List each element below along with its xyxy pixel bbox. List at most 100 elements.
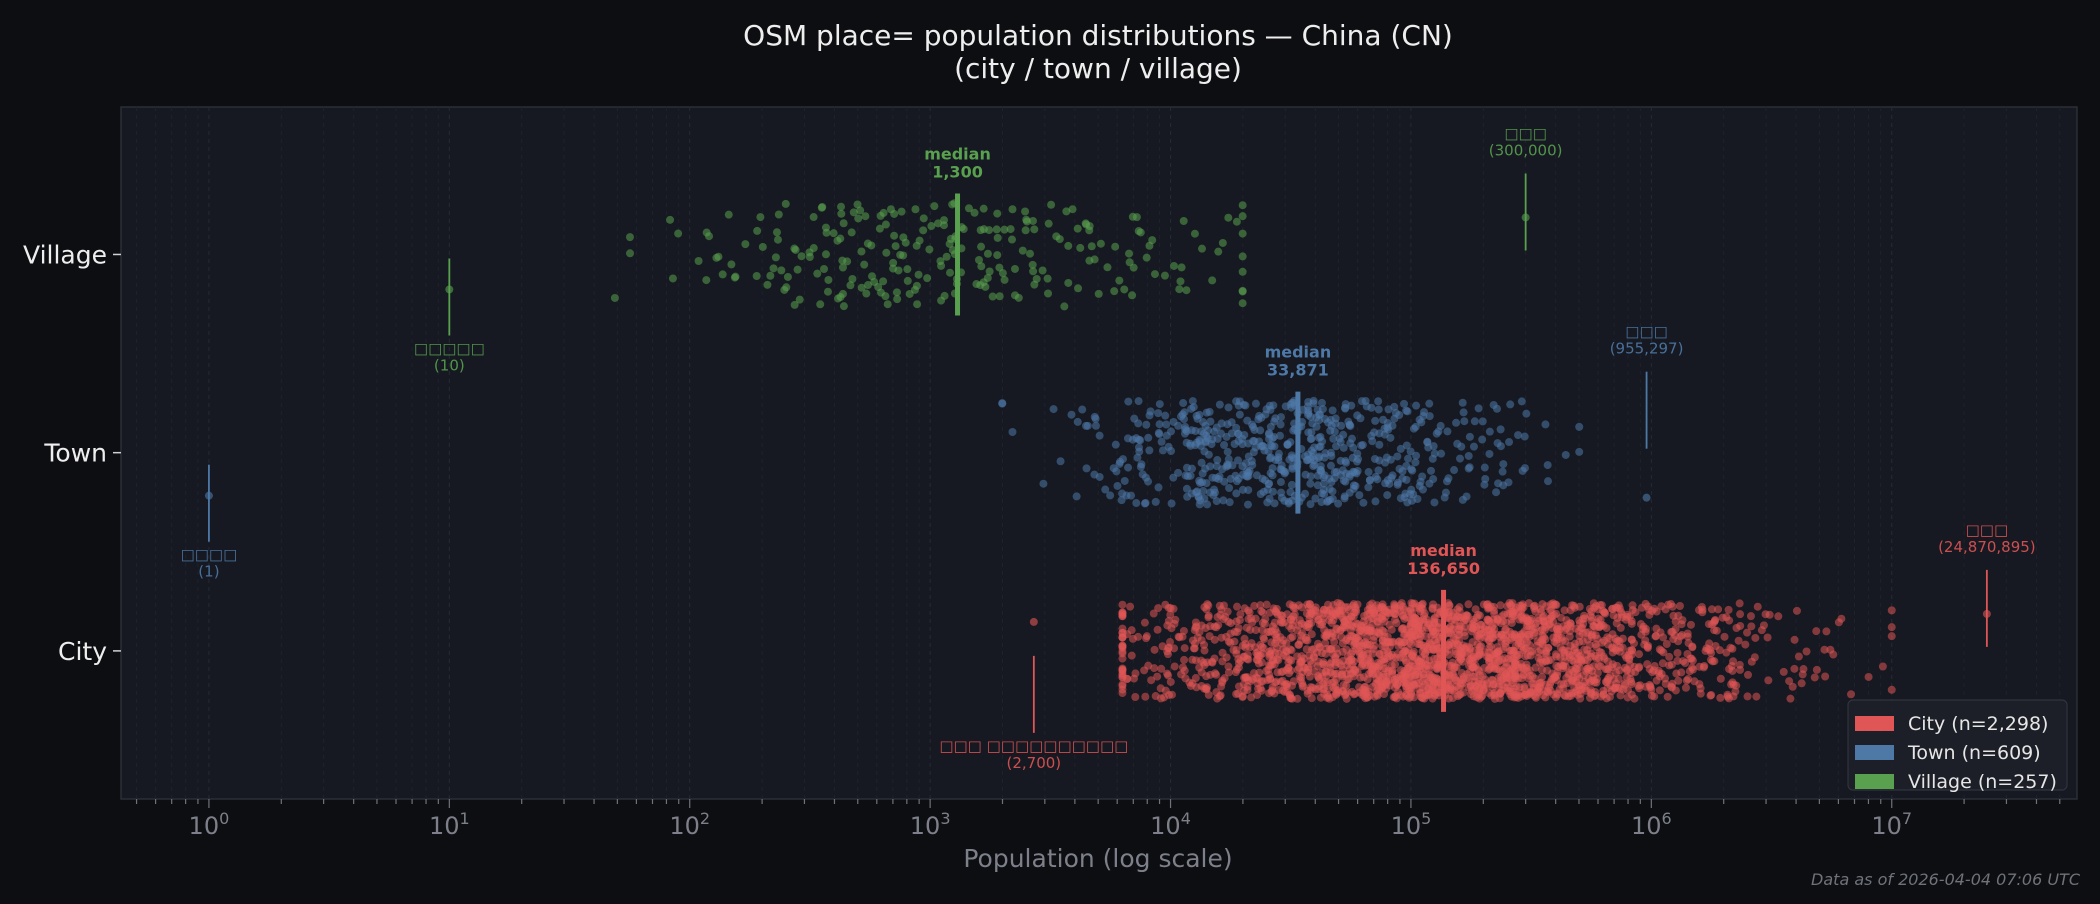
town-point <box>1186 441 1195 450</box>
city-max-point <box>1982 609 1991 618</box>
village-median-value: 1,300 <box>932 162 983 181</box>
village-point <box>883 300 892 309</box>
city-point <box>1704 620 1713 629</box>
city-point <box>1671 624 1680 633</box>
city-point <box>1414 657 1423 666</box>
village-point <box>846 281 855 290</box>
city-point <box>1407 672 1416 681</box>
city-point <box>1490 664 1499 673</box>
village-point <box>1028 260 1037 269</box>
city-point <box>1415 665 1424 674</box>
city-point <box>1445 601 1454 610</box>
y-tick-label: City <box>58 637 107 666</box>
village-point <box>903 276 912 285</box>
city-point <box>1641 625 1650 634</box>
town-point <box>1437 449 1446 458</box>
town-point <box>1339 476 1348 485</box>
village-point <box>914 270 923 279</box>
town-point <box>1244 452 1253 461</box>
village-point <box>724 210 733 219</box>
city-point <box>1707 691 1716 700</box>
village-point <box>915 236 924 245</box>
city-point <box>1212 670 1221 679</box>
city-point <box>1485 654 1494 663</box>
city-point <box>1244 655 1253 664</box>
village-point <box>1169 261 1178 270</box>
city-point <box>1488 683 1497 692</box>
town-point <box>1406 447 1415 456</box>
city-point <box>1149 609 1158 618</box>
town-point <box>1227 429 1236 438</box>
city-point <box>1379 664 1388 673</box>
city-point <box>1418 599 1427 608</box>
town-point <box>1111 440 1120 449</box>
town-point <box>1222 462 1231 471</box>
town-point <box>1145 446 1154 455</box>
town-point <box>1325 485 1334 494</box>
village-point <box>934 219 943 228</box>
town-point <box>1334 499 1343 508</box>
city-point <box>1553 689 1562 698</box>
city-point <box>1647 685 1656 694</box>
village-point <box>1008 235 1017 244</box>
city-point <box>1204 601 1213 610</box>
x-axis: 100 101 102 103 104 105 106 107 <box>135 799 2061 840</box>
city-point <box>1142 632 1151 641</box>
city-point <box>1221 612 1230 621</box>
city-point <box>1669 611 1678 620</box>
city-point <box>1380 689 1389 698</box>
city-max-value: (24,870,895) <box>1938 538 2036 556</box>
city-point <box>1277 615 1286 624</box>
city-point <box>1445 638 1454 647</box>
village-legend-swatch <box>1855 774 1894 789</box>
city-point <box>1546 655 1555 664</box>
y-tick-label: Town <box>43 439 107 468</box>
town-point <box>1155 430 1164 439</box>
city-point <box>1600 608 1609 617</box>
village-point <box>818 202 827 211</box>
town-point <box>1228 461 1237 470</box>
x-tick-label: 106 <box>1631 809 1672 840</box>
town-point <box>1113 481 1122 490</box>
village-point <box>879 277 888 286</box>
city-point <box>1390 604 1399 613</box>
town-point <box>1444 474 1453 483</box>
town-point <box>1206 462 1215 471</box>
town-point <box>1191 427 1200 436</box>
city-point <box>1127 651 1136 660</box>
city-point <box>1362 632 1371 641</box>
city-point <box>1380 657 1389 666</box>
town-min-point <box>204 491 213 500</box>
city-point <box>1534 648 1543 657</box>
city-point <box>1529 602 1538 611</box>
town-point <box>1230 440 1239 449</box>
city-point <box>1430 636 1439 645</box>
town-point <box>1255 411 1264 420</box>
city-point <box>1834 618 1843 627</box>
town-point <box>1411 458 1420 467</box>
city-point <box>1620 663 1629 672</box>
village-point <box>1208 276 1217 285</box>
city-point <box>1150 645 1159 654</box>
village-point <box>861 212 870 221</box>
town-point <box>1233 429 1242 438</box>
city-point <box>1315 609 1324 618</box>
city-point <box>1170 662 1179 671</box>
town-point <box>1109 464 1118 473</box>
city-point <box>1566 619 1575 628</box>
city-point <box>1289 677 1298 686</box>
city-point <box>1414 672 1423 681</box>
town-point <box>1383 491 1392 500</box>
town-point <box>1375 429 1384 438</box>
village-point <box>1177 263 1186 272</box>
city-point <box>1332 624 1341 633</box>
city-point <box>1650 604 1659 613</box>
town-point <box>1443 427 1452 436</box>
village-point <box>993 251 1002 260</box>
city-point <box>1630 694 1639 703</box>
city-point <box>1665 652 1674 661</box>
city-point <box>1735 599 1744 608</box>
city-point <box>1535 679 1544 688</box>
city-point <box>1669 635 1678 644</box>
village-point <box>694 257 703 266</box>
